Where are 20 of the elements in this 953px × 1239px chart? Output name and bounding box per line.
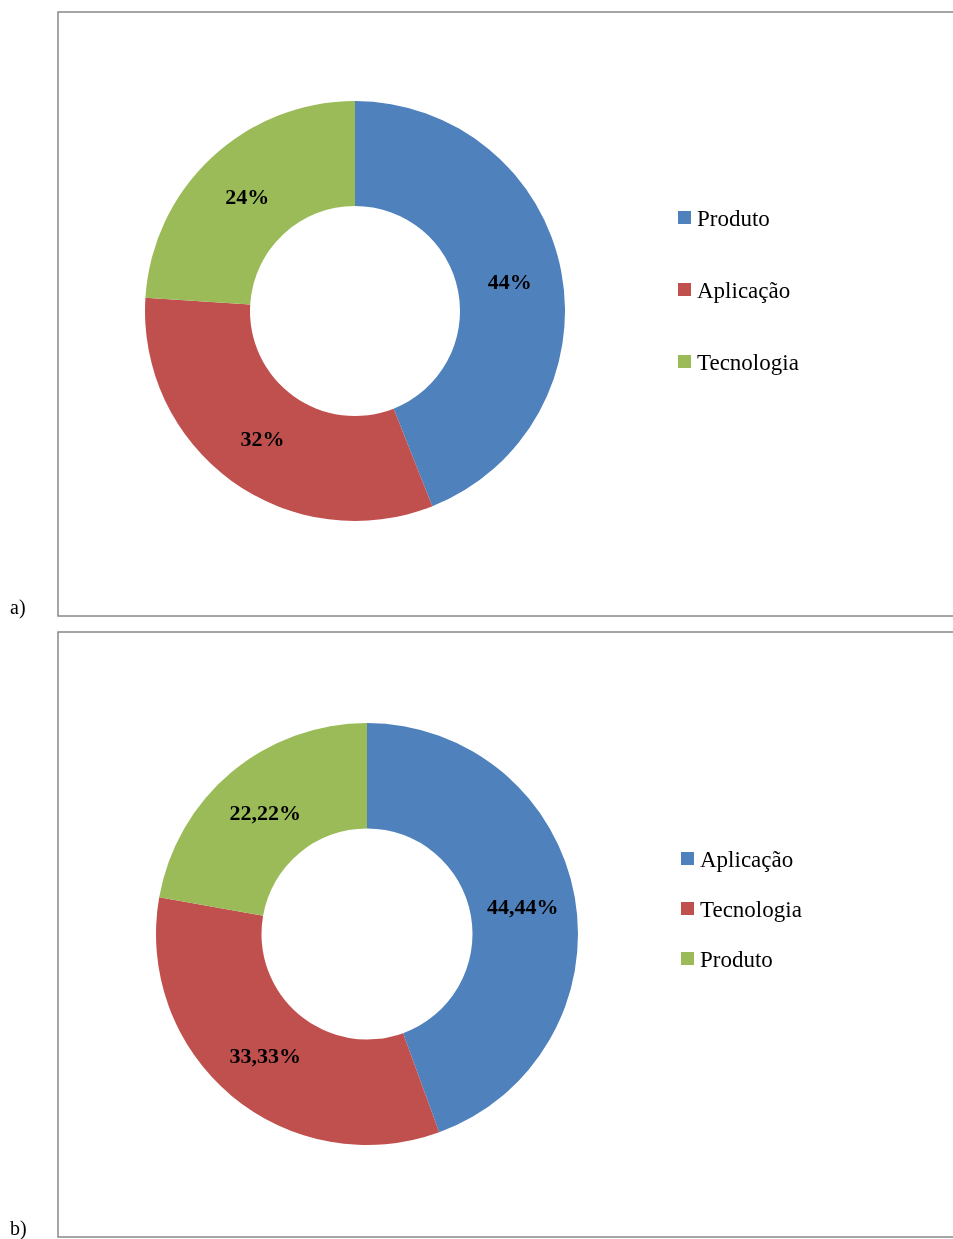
data-label: 44% — [487, 269, 532, 295]
donut-slice — [159, 723, 367, 916]
donut-slice — [355, 101, 565, 507]
data-label: 32% — [240, 426, 285, 452]
legend-label: Aplicação — [697, 278, 791, 304]
legend-label: Tecnologia — [697, 350, 799, 376]
text: b) — [10, 1217, 27, 1239]
donut-slice — [145, 101, 355, 305]
legend-label: Produto — [700, 947, 773, 973]
legend-label: Aplicação — [700, 847, 794, 873]
legend-label: Produto — [697, 206, 770, 232]
donut-slice — [367, 723, 578, 1133]
legend-label: Tecnologia — [700, 897, 802, 923]
text: a) — [10, 596, 26, 619]
donut-slice — [156, 897, 440, 1145]
data-label: 24% — [225, 183, 270, 209]
data-label: 33,33% — [229, 1042, 302, 1068]
donut-slice — [145, 297, 433, 521]
data-label: 44,44% — [487, 894, 559, 920]
data-label: 22,22% — [229, 800, 302, 826]
